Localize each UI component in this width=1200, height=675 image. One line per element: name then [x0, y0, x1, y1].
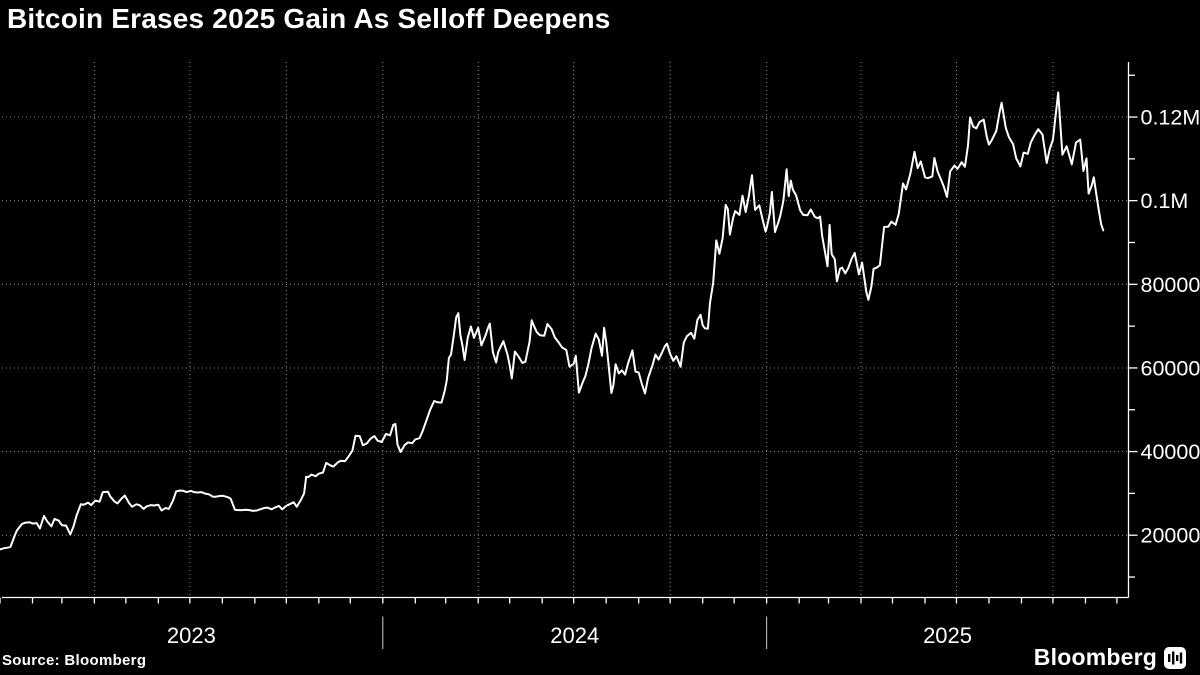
- y-tick-label: 60000: [1141, 356, 1200, 380]
- bloomberg-logo: Bloomberg: [1034, 644, 1186, 671]
- axes: [0, 62, 1138, 649]
- bloomberg-mark-icon: [1164, 646, 1186, 669]
- year-label: 2023: [167, 623, 216, 648]
- y-tick-label: 80000: [1141, 273, 1200, 297]
- y-tick-label: 0.12M: [1141, 106, 1200, 130]
- year-label: 2024: [550, 623, 599, 648]
- chart-title: Bitcoin Erases 2025 Gain As Selloff Deep…: [7, 3, 611, 34]
- y-tick-label: 40000: [1141, 440, 1200, 464]
- source-note: Source: Bloomberg: [2, 652, 147, 669]
- axis-labels: 20000 40000 60000 80000 0.1M 0.12M 2023 2024 202…: [167, 106, 1200, 648]
- y-tick-label: 20000: [1141, 524, 1200, 548]
- price-line-path: [0, 91, 1105, 551]
- year-label: 2025: [923, 623, 972, 648]
- bloomberg-logo-text: Bloomberg: [1033, 644, 1157, 670]
- price-series: [0, 91, 1105, 551]
- gridlines: [2, 62, 1128, 597]
- y-tick-label: 0.1M: [1141, 189, 1189, 213]
